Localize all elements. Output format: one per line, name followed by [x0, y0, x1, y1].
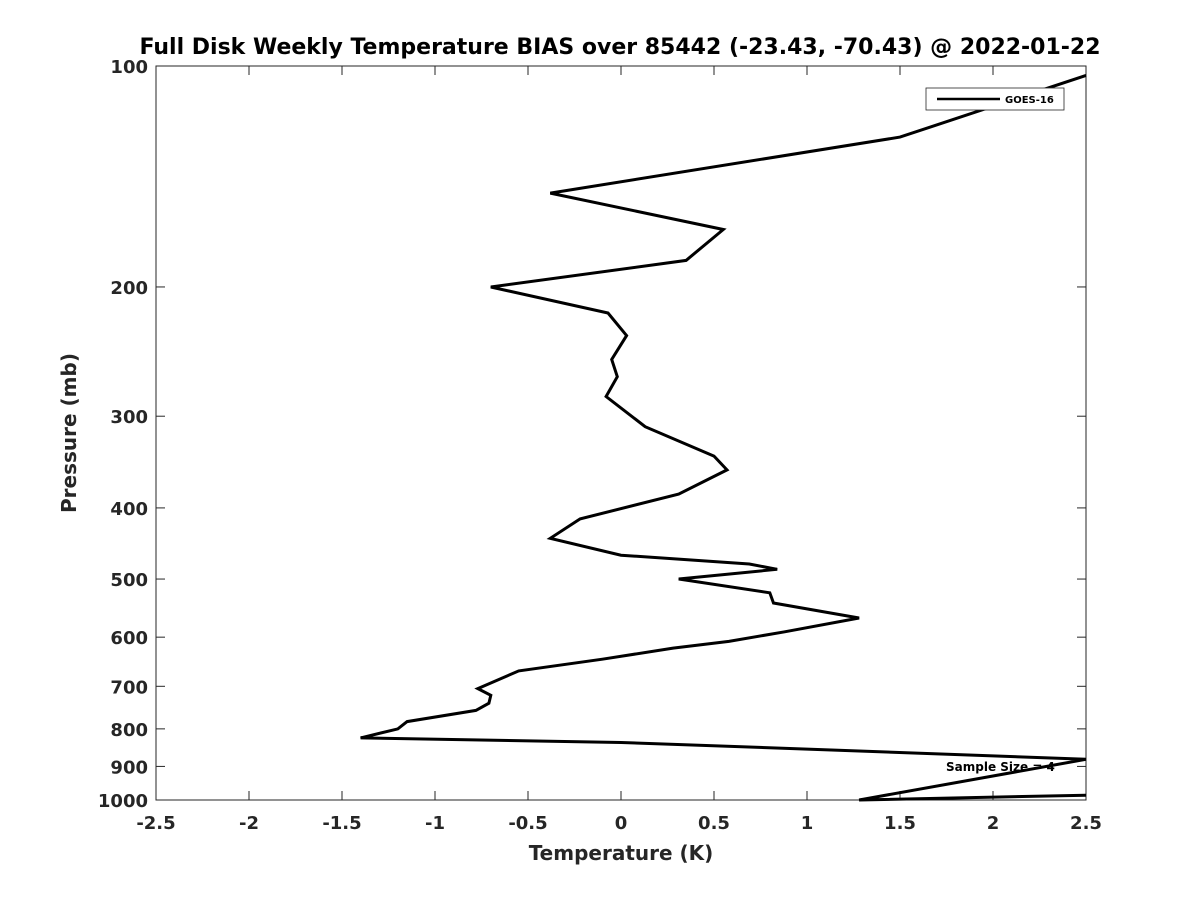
- x-axis-label: Temperature (K): [529, 841, 714, 865]
- y-tick-label: 900: [110, 757, 148, 778]
- x-tick-label: 2.5: [1070, 813, 1102, 834]
- x-tick-label: -1.5: [322, 813, 361, 834]
- y-tick-label: 700: [110, 677, 148, 698]
- y-tick-label: 500: [110, 570, 148, 591]
- y-tick-label: 300: [110, 407, 148, 428]
- sample-size-annotation: Sample Size = 4: [946, 760, 1055, 774]
- y-tick-label: 100: [110, 57, 148, 78]
- x-tick-label: 1.5: [884, 813, 916, 834]
- y-tick-label: 1000: [98, 791, 148, 812]
- x-tick-label: -0.5: [508, 813, 547, 834]
- y-axis-ticks: 100 200 300 400 500 600 700 800 900 1000: [98, 57, 1086, 812]
- x-tick-label: 0.5: [698, 813, 730, 834]
- x-tick-label: -2: [239, 813, 259, 834]
- x-tick-label: -1: [425, 813, 445, 834]
- series-layer: [360, 73, 1087, 802]
- series-line-goes-16: [360, 73, 1087, 802]
- x-tick-label: 1: [801, 813, 814, 834]
- y-tick-label: 600: [110, 628, 148, 649]
- legend: GOES-16: [925, 87, 1065, 111]
- x-tick-label: -2.5: [136, 813, 175, 834]
- chart-title: Full Disk Weekly Temperature BIAS over 8…: [139, 35, 1100, 60]
- x-tick-label: 2: [987, 813, 1000, 834]
- y-tick-label: 800: [110, 720, 148, 741]
- x-tick-label: 0: [615, 813, 628, 834]
- x-axis-ticks: -2.5 -2 -1.5 -1 -0.5 0 0.5 1 1.5 2 2.5: [136, 66, 1102, 834]
- legend-label: GOES-16: [1005, 95, 1054, 106]
- y-tick-label: 400: [110, 499, 148, 520]
- plot-area: [155, 65, 1087, 801]
- y-axis-label: Pressure (mb): [57, 353, 81, 513]
- y-tick-label: 200: [110, 278, 148, 299]
